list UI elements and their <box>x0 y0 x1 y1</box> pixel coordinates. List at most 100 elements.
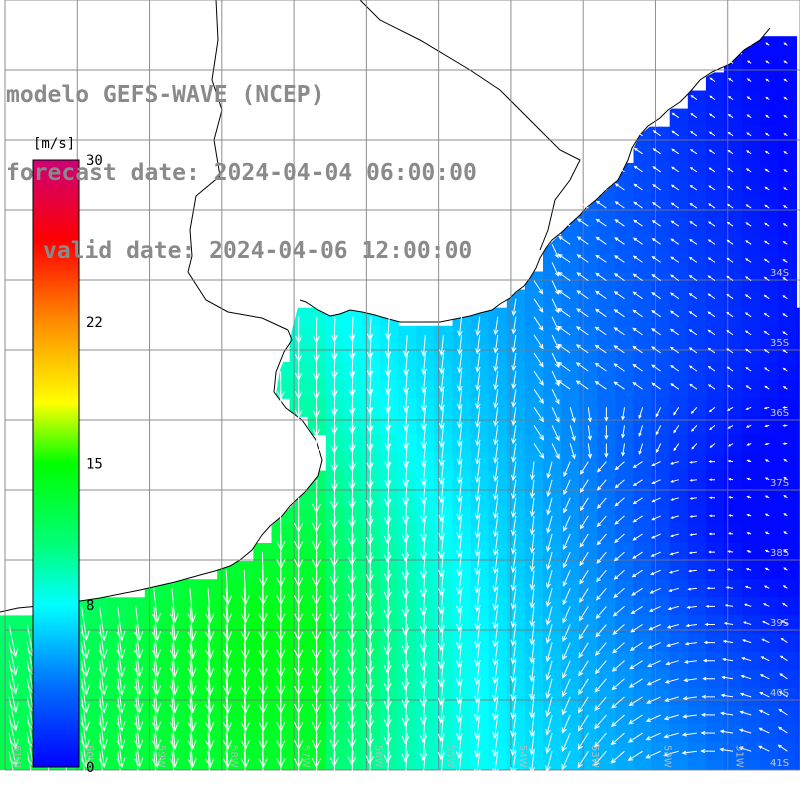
arrow-icon <box>651 292 661 300</box>
coastline <box>0 0 771 613</box>
arrow-icon <box>562 533 571 551</box>
wind-speed-cell <box>669 488 689 508</box>
wind-speed-cell <box>651 506 671 526</box>
wind-speed-cell <box>778 199 797 218</box>
wind-speed-cell <box>669 108 689 128</box>
wind-speed-cell <box>705 126 725 146</box>
wind-speed-cell <box>705 597 725 616</box>
arrow-icon <box>611 696 625 709</box>
arrow-icon <box>613 273 625 282</box>
arrow-icon <box>759 692 770 698</box>
arrow-icon <box>745 385 752 390</box>
wind-speed-cell <box>778 307 797 327</box>
arrow-icon <box>579 515 589 530</box>
arrow-icon <box>632 237 643 245</box>
arrow-icon <box>670 202 680 209</box>
arrow-icon <box>529 714 536 738</box>
arrow-icon <box>651 364 661 372</box>
arrow-icon <box>492 533 499 556</box>
wind-speed-cell <box>760 452 779 472</box>
arrow-icon <box>134 678 144 714</box>
arrow-icon <box>169 624 179 660</box>
arrow-icon <box>575 344 589 354</box>
arrow-icon <box>577 200 589 209</box>
arrow-icon <box>739 692 752 698</box>
arrow-icon <box>457 371 463 392</box>
arrow-icon <box>633 165 643 173</box>
longitude-labels: 61W60W59W58W57W56W55W54W53W52W51W50W <box>11 745 745 768</box>
longitude-label: 57W <box>300 745 311 768</box>
wind-speed-cell <box>778 126 797 146</box>
arrow-icon <box>347 533 357 566</box>
arrow-icon <box>384 461 392 489</box>
arrow-icon <box>764 549 770 553</box>
wind-speed-cell <box>705 235 725 254</box>
wind-speed-cell <box>561 235 580 254</box>
arrow-icon <box>763 348 770 354</box>
wind-speed-cell <box>669 217 689 236</box>
wind-speed-cell <box>687 126 707 146</box>
arrow-icon <box>419 642 428 671</box>
arrow-icon <box>727 149 734 155</box>
arrow-icon <box>779 673 788 680</box>
latitude-label: 41S <box>770 758 789 769</box>
arrow-icon <box>402 497 410 525</box>
arrow-icon <box>556 361 571 372</box>
arrow-icon <box>348 352 356 379</box>
arrow-icon <box>383 696 392 728</box>
arrow-icon <box>708 496 716 500</box>
arrow-icon <box>134 660 144 696</box>
wind-speed-cell <box>705 651 725 671</box>
arrow-icon <box>510 660 517 684</box>
wind-speed-cell <box>796 488 800 508</box>
arrow-icon <box>707 347 716 354</box>
arrow-icon <box>613 551 625 562</box>
arrow-icon <box>631 569 643 578</box>
wind-speed-cell <box>687 597 707 616</box>
wind-speed-cell <box>796 470 800 490</box>
wind-speed-cell <box>615 579 635 598</box>
arrow-icon <box>575 362 589 372</box>
wind-speed-cell <box>705 199 725 218</box>
wind-speed-cell <box>742 597 761 616</box>
wind-speed-cell <box>742 90 761 110</box>
arrow-icon <box>745 424 752 428</box>
wind-speed-cell <box>796 325 800 345</box>
arrow-icon <box>402 425 410 450</box>
wind-speed-cell <box>742 199 761 218</box>
arrow-icon <box>545 751 553 773</box>
arrow-icon <box>614 165 625 173</box>
arrow-icon <box>579 588 589 604</box>
arrow-icon <box>594 344 607 354</box>
arrow-icon <box>721 657 734 662</box>
wind-speed-cell <box>742 452 761 472</box>
arrow-icon <box>708 514 716 518</box>
arrow-icon <box>529 696 536 719</box>
latitude-label: 36S <box>770 408 789 419</box>
wind-speed-cell <box>579 325 598 345</box>
arrow-icon <box>510 642 517 665</box>
arrow-icon <box>651 461 661 466</box>
arrow-icon <box>651 310 661 318</box>
arrow-icon <box>401 714 410 745</box>
arrow-icon <box>726 293 734 300</box>
arrow-icon <box>612 642 625 654</box>
arrow-icon <box>492 552 499 575</box>
wind-speed-cell <box>615 561 635 580</box>
wind-speed-cell <box>633 307 653 327</box>
wind-speed-cell <box>778 615 797 635</box>
arrow-icon <box>545 714 553 736</box>
wind-speed-cell <box>687 524 707 544</box>
arrow-icon <box>614 183 625 191</box>
arrow-icon <box>456 443 463 466</box>
arrow-icon <box>533 352 544 368</box>
wind-speed-cell <box>687 217 707 236</box>
wind-speed-cell <box>778 108 797 128</box>
arrow-icon <box>558 217 571 227</box>
arrow-icon <box>511 316 517 335</box>
wind-speed-cell <box>742 181 761 200</box>
latitude-label: 39S <box>770 618 789 629</box>
arrow-icon <box>707 311 716 318</box>
arrow-icon <box>741 657 752 662</box>
arrow-icon <box>366 425 374 452</box>
